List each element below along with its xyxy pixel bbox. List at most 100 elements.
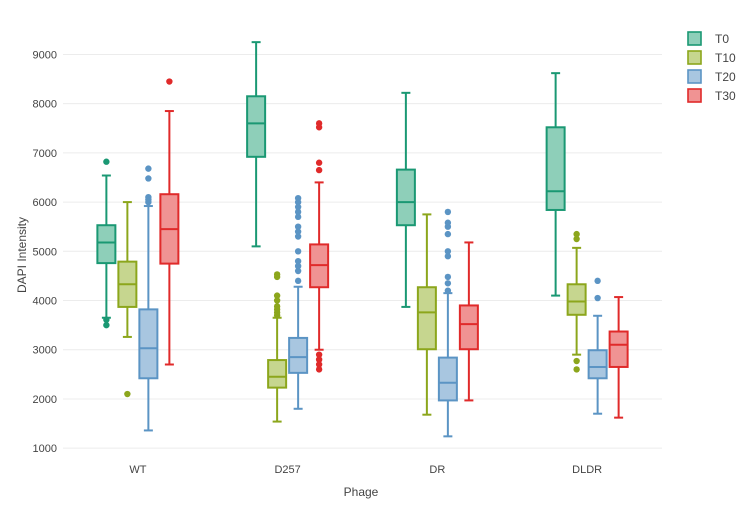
legend-item-t30[interactable]: T30 bbox=[687, 88, 736, 103]
legend-item-t20[interactable]: T20 bbox=[687, 69, 736, 84]
outlier-point bbox=[166, 78, 173, 85]
outlier-point bbox=[315, 159, 323, 166]
iqr-box bbox=[416, 286, 437, 351]
outlier-point bbox=[294, 277, 302, 285]
box-t10-wt[interactable] bbox=[117, 201, 138, 398]
outlier-point bbox=[444, 230, 452, 238]
x-tick-label: WT bbox=[129, 464, 146, 476]
box-layer bbox=[96, 41, 629, 438]
outlier-point bbox=[315, 361, 323, 368]
outlier-point bbox=[444, 219, 452, 226]
outlier-point bbox=[315, 366, 323, 373]
y-tick-label: 3000 bbox=[33, 345, 57, 357]
outlier-point bbox=[145, 165, 152, 172]
iqr-box bbox=[566, 283, 587, 316]
box-t0-dr[interactable] bbox=[395, 91, 416, 308]
y-tick-label: 1000 bbox=[33, 443, 57, 455]
outlier-point bbox=[124, 390, 131, 398]
box-t0-d257[interactable] bbox=[246, 41, 267, 248]
iqr-box bbox=[288, 336, 309, 374]
legend-item-t0[interactable]: T0 bbox=[687, 31, 729, 46]
y-axis-title: DAPI Intensity bbox=[15, 217, 29, 293]
y-tick-label: 6000 bbox=[33, 197, 57, 209]
box-t0-wt[interactable] bbox=[96, 158, 117, 329]
outlier-point bbox=[294, 233, 302, 240]
outlier-point bbox=[294, 267, 302, 275]
outlier-point bbox=[294, 208, 302, 216]
y-tick-label: 2000 bbox=[33, 394, 57, 406]
x-tick-labels: WT D257 DR DLDR bbox=[129, 464, 602, 476]
x-tick-label: DLDR bbox=[572, 464, 602, 476]
legend-item-t10[interactable]: T10 bbox=[687, 50, 736, 65]
outlier-point bbox=[273, 292, 281, 299]
outlier-point bbox=[103, 158, 110, 165]
outlier-point bbox=[294, 248, 302, 255]
outlier-point bbox=[294, 223, 302, 230]
outlier-point bbox=[145, 175, 152, 182]
outlier-point bbox=[444, 287, 452, 294]
outlier-point bbox=[294, 262, 302, 270]
iqr-box bbox=[395, 168, 416, 227]
outlier-point bbox=[103, 321, 110, 329]
box-t10-d257[interactable] bbox=[267, 271, 288, 423]
y-tick-labels: 1000 2000 3000 4000 5000 6000 7000 8000 9000 bbox=[33, 49, 57, 455]
legend[interactable]: T0 T10 T20 T30 bbox=[687, 31, 736, 103]
legend-swatch bbox=[687, 69, 702, 84]
outlier-point bbox=[294, 203, 302, 211]
outlier-point bbox=[444, 273, 452, 281]
legend-label: T0 bbox=[715, 32, 729, 46]
outlier-point bbox=[273, 303, 281, 310]
y-tick-label: 4000 bbox=[33, 296, 57, 308]
outlier-point bbox=[315, 166, 323, 174]
outlier-point bbox=[294, 257, 302, 265]
iqr-box bbox=[138, 308, 159, 380]
legend-swatch bbox=[687, 31, 702, 46]
outlier-point bbox=[294, 228, 302, 235]
outlier-point bbox=[273, 271, 281, 278]
box-t10-dldr[interactable] bbox=[566, 230, 587, 373]
box-t30-d257[interactable] bbox=[309, 120, 330, 373]
outlier-point bbox=[315, 356, 323, 363]
iqr-box bbox=[246, 95, 267, 158]
box-t20-dr[interactable] bbox=[437, 208, 458, 438]
y-tick-label: 8000 bbox=[33, 99, 57, 111]
box-t10-dr[interactable] bbox=[416, 213, 437, 416]
iqr-box bbox=[267, 359, 288, 389]
box-t0-dldr[interactable] bbox=[545, 72, 566, 297]
y-tick-label: 7000 bbox=[33, 148, 57, 160]
x-tick-label: D257 bbox=[274, 464, 300, 476]
legend-label: T30 bbox=[715, 89, 736, 103]
box-t20-wt[interactable] bbox=[138, 165, 159, 432]
iqr-box bbox=[437, 356, 458, 402]
outlier-point bbox=[594, 294, 601, 302]
outlier-point bbox=[315, 120, 323, 127]
legend-swatch bbox=[687, 88, 702, 103]
outlier-point bbox=[444, 248, 452, 255]
outlier-point bbox=[573, 366, 580, 373]
box-t30-wt[interactable] bbox=[159, 78, 180, 366]
outlier-point bbox=[103, 316, 110, 323]
legend-label: T10 bbox=[715, 51, 736, 65]
box-t30-dldr[interactable] bbox=[608, 296, 629, 419]
iqr-box bbox=[458, 304, 479, 351]
outlier-point bbox=[594, 277, 601, 285]
grid-layer bbox=[63, 53, 662, 449]
x-axis-title: Phage bbox=[344, 485, 379, 499]
legend-swatch bbox=[687, 50, 702, 65]
outlier-point bbox=[315, 351, 323, 358]
y-tick-label: 9000 bbox=[33, 49, 57, 61]
y-tick-label: 5000 bbox=[33, 246, 57, 258]
legend-label: T20 bbox=[715, 70, 736, 84]
box-t30-dr[interactable] bbox=[458, 241, 479, 402]
outlier-point bbox=[273, 297, 281, 304]
outlier-point bbox=[294, 194, 302, 202]
outlier-point bbox=[573, 357, 580, 365]
box-t20-dldr[interactable] bbox=[587, 277, 608, 415]
outlier-point bbox=[573, 235, 580, 243]
outlier-point bbox=[444, 253, 452, 260]
outlier-point bbox=[444, 208, 452, 216]
box-t20-d257[interactable] bbox=[288, 194, 309, 410]
outlier-point bbox=[145, 193, 152, 201]
